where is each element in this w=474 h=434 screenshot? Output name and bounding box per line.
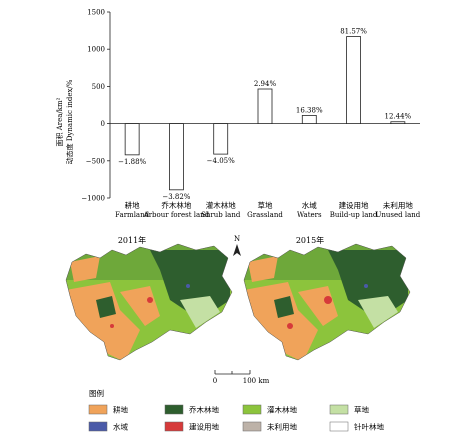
data-label: −3.82% bbox=[162, 193, 190, 201]
data-label: 81.57% bbox=[340, 28, 367, 36]
x-tick-label-en: Arbour forest land bbox=[143, 211, 210, 219]
data-label: −4.05% bbox=[207, 157, 235, 165]
data-label: 12.44% bbox=[385, 113, 412, 121]
x-tick-label-en: Waters bbox=[297, 211, 322, 219]
legend-label: 耕地 bbox=[113, 405, 128, 415]
legend-label: 建设用地 bbox=[189, 422, 219, 432]
x-tick-label-zh: 水域 bbox=[302, 200, 317, 210]
x-tick-label-en: Build-up land bbox=[330, 211, 378, 219]
y-tick-label: −500 bbox=[86, 157, 105, 165]
bar-series bbox=[124, 36, 406, 191]
x-tick-label-en: Unused land bbox=[375, 211, 420, 219]
x-tick-label-zh: 未利用地 bbox=[383, 200, 413, 210]
y-axis-label-area: 面积 Area/km² bbox=[55, 97, 64, 146]
legend-label: 未利用地 bbox=[267, 422, 297, 432]
map-2011-title: 2011年 bbox=[118, 235, 146, 245]
scale-zero-label: 0 bbox=[213, 377, 217, 385]
map-2011 bbox=[65, 243, 233, 361]
x-tick-label-zh: 灌木林地 bbox=[206, 200, 236, 210]
legend-swatch bbox=[329, 421, 349, 432]
legend-swatch bbox=[242, 421, 262, 432]
y-axis-label-dynamic: 动态度 Dynamic index/% bbox=[65, 79, 74, 164]
legend-label: 草地 bbox=[354, 405, 369, 415]
bar bbox=[124, 123, 140, 156]
scale-distance-label: 100 km bbox=[243, 377, 270, 385]
north-label: N bbox=[234, 235, 240, 243]
x-tick-label-en: Shrub land bbox=[201, 211, 241, 219]
bar-chart: 1500 1000 500 0 −500 −1000 −1.88% −3.82% −4.05%… bbox=[55, 9, 421, 220]
y-tick-label: −1000 bbox=[81, 195, 105, 203]
x-tick-label-en: Farmland bbox=[115, 211, 149, 219]
legend-swatch bbox=[329, 404, 349, 415]
y-tick-label: 0 bbox=[101, 120, 105, 128]
data-label: 2.94% bbox=[254, 80, 277, 88]
legend-title: 图例 bbox=[89, 388, 104, 398]
x-tick-label-zh: 草地 bbox=[258, 200, 273, 210]
x-tick-label-zh: 建设用地 bbox=[339, 200, 369, 210]
scale-bar: 0 100 km bbox=[213, 370, 270, 385]
bar bbox=[390, 121, 406, 124]
legend-swatch bbox=[164, 421, 184, 432]
data-labels: −1.88% −3.82% −4.05% 2.94% 16.38% 81.57% 12.44… bbox=[118, 28, 411, 201]
legend-label: 灌木林地 bbox=[267, 405, 297, 415]
legend-swatch bbox=[88, 404, 108, 415]
north-arrow-icon: N bbox=[233, 235, 241, 256]
legend-label: 针叶林地 bbox=[354, 422, 384, 432]
map-2015-title: 2015年 bbox=[296, 235, 324, 245]
y-tick-label: 1500 bbox=[87, 9, 105, 17]
data-label: 16.38% bbox=[296, 106, 323, 114]
bar bbox=[301, 115, 317, 125]
bar bbox=[257, 88, 273, 124]
y-axis: 1500 1000 500 0 −500 −1000 bbox=[81, 9, 420, 203]
legend-swatch bbox=[88, 421, 108, 432]
y-tick-label: 1000 bbox=[87, 46, 105, 54]
legend-swatch bbox=[242, 404, 262, 415]
map-2015 bbox=[243, 243, 411, 361]
x-tick-label-en: Grassland bbox=[247, 211, 283, 219]
bar bbox=[346, 36, 361, 124]
bar bbox=[169, 123, 184, 191]
bar bbox=[213, 123, 229, 155]
x-tick-label-zh: 耕地 bbox=[125, 200, 140, 210]
legend-label: 乔木林地 bbox=[189, 405, 219, 415]
x-tick-label-zh: 乔木林地 bbox=[161, 200, 191, 210]
data-label: −1.88% bbox=[118, 158, 146, 166]
legend-label: 水域 bbox=[113, 422, 128, 432]
legend-swatch bbox=[164, 404, 184, 415]
land-use-maps: 2011年 2015年 bbox=[65, 235, 411, 385]
y-tick-label: 500 bbox=[92, 83, 105, 91]
